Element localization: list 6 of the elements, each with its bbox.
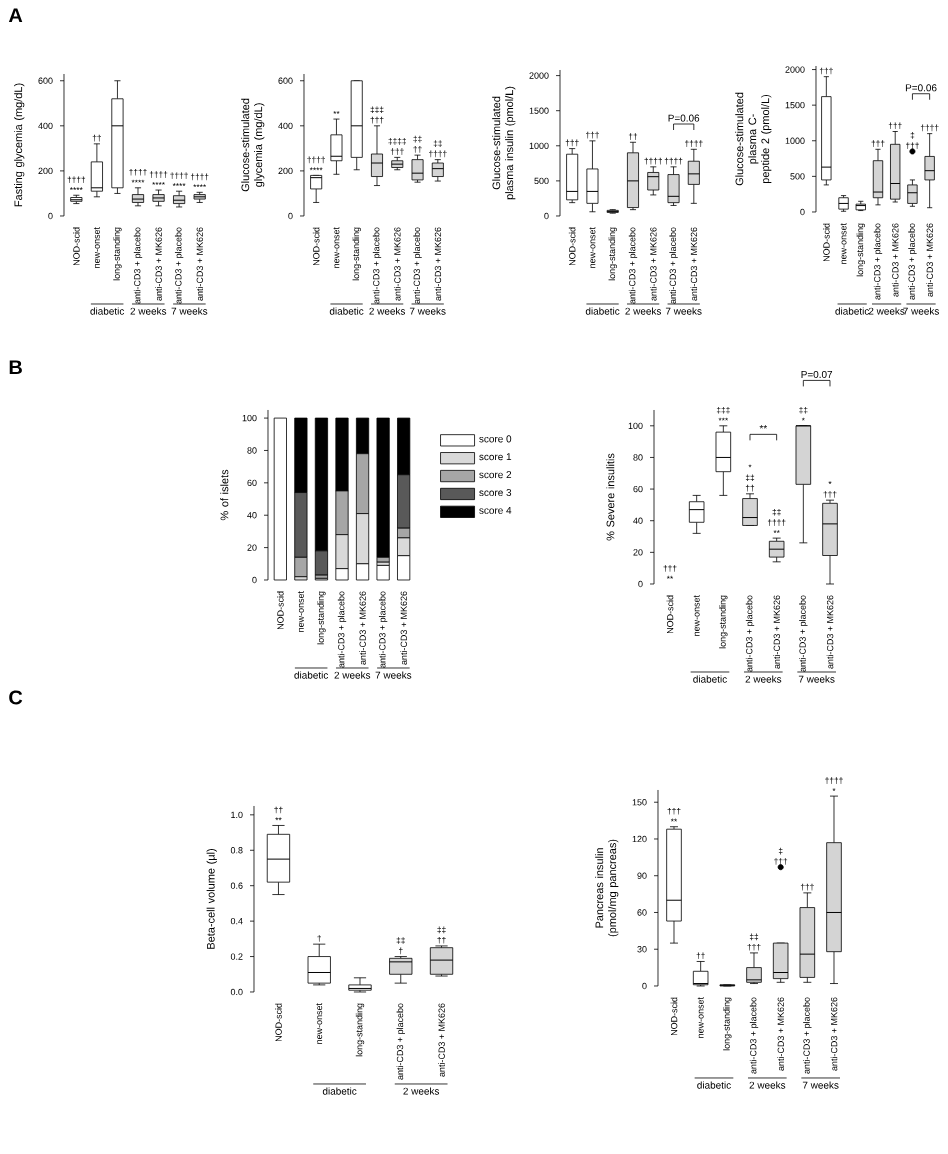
text: C: [9, 690, 23, 705]
bar: [376, 565, 390, 581]
bar: [376, 417, 390, 558]
bar: [273, 417, 287, 581]
text: A: [8, 8, 23, 23]
text: B: [9, 360, 22, 375]
